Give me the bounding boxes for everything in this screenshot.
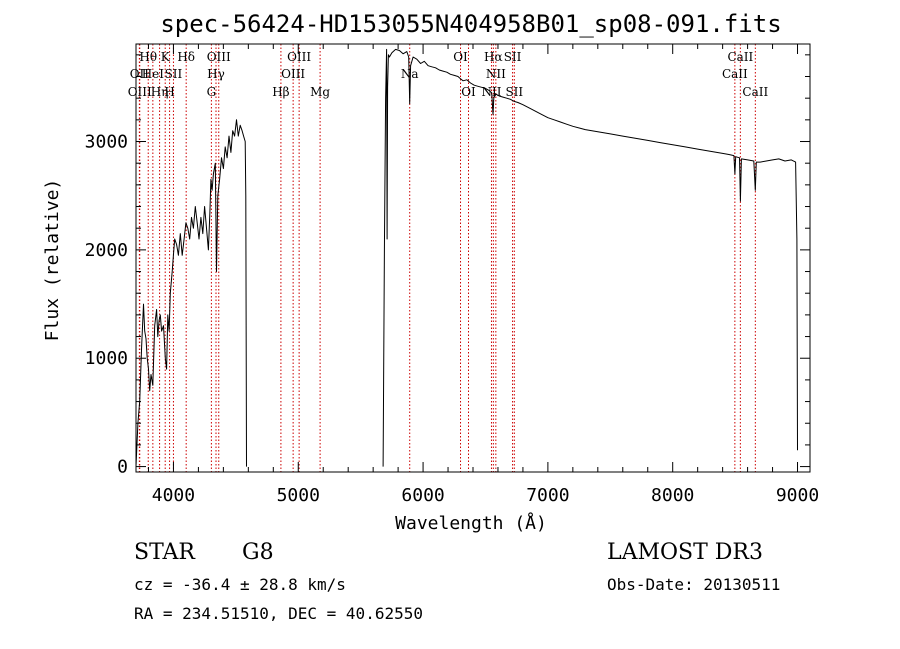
y-tick-label-0: 0 bbox=[117, 457, 128, 478]
chart-title: spec-56424-HD153055N404958B01_sp08-091.f… bbox=[160, 10, 781, 38]
marker-label-25: CaII bbox=[727, 50, 753, 64]
y-tick-label-1: 1000 bbox=[85, 348, 128, 369]
x-tick-label-1: 5000 bbox=[277, 485, 320, 506]
x-tick-label-4: 8000 bbox=[651, 485, 694, 506]
marker-label-15: Mg bbox=[310, 85, 330, 99]
marker-label-16: Na bbox=[401, 67, 419, 81]
marker-label-13: OIII bbox=[281, 67, 305, 81]
marker-label-5: K bbox=[161, 50, 171, 64]
marker-label-26: CaII bbox=[742, 85, 768, 99]
y-axis: 0 1000 2000 3000 bbox=[85, 54, 810, 478]
marker-label-22: SII bbox=[504, 50, 522, 64]
x-tick-label-2: 6000 bbox=[401, 485, 444, 506]
observation-date: Obs-Date: 20130511 bbox=[607, 575, 781, 594]
coordinates: RA = 234.51510, DEC = 40.62550 bbox=[134, 604, 423, 623]
marker-label-2: Hθ bbox=[139, 50, 157, 64]
line-marker-labels: OII OIII Hθ HeI Hη K SII H Hδ OIII Hγ G Hβ OIII OIII Mg… bbox=[128, 50, 769, 99]
y-tick-label-3: 3000 bbox=[85, 132, 128, 153]
marker-label-23: SII bbox=[505, 85, 523, 99]
line-markers bbox=[138, 44, 756, 472]
marker-label-21: NII bbox=[486, 67, 506, 81]
survey-name: LAMOST DR3 bbox=[607, 540, 763, 565]
x-axis: 4000 5000 6000 7000 8000 9000 bbox=[147, 44, 819, 506]
marker-label-7: H bbox=[164, 85, 174, 99]
marker-label-14: OIII bbox=[287, 50, 311, 64]
object-subclass: G8 bbox=[242, 540, 274, 565]
marker-label-18: OI bbox=[461, 85, 476, 99]
redshift-readout: cz = -36.4 ± 28.8 km/s bbox=[134, 575, 346, 594]
y-tick-label-2: 2000 bbox=[85, 240, 128, 261]
marker-label-17: OI bbox=[453, 50, 468, 64]
marker-label-24: CaII bbox=[722, 67, 748, 81]
marker-label-20: Hα bbox=[484, 50, 503, 64]
x-tick-label-0: 4000 bbox=[152, 485, 195, 506]
spectrum-line bbox=[135, 48, 798, 467]
marker-label-12: Hβ bbox=[272, 85, 289, 99]
marker-label-6: SII bbox=[165, 67, 183, 81]
marker-label-4: Hη bbox=[151, 85, 169, 99]
marker-label-11: G bbox=[207, 85, 217, 99]
y-axis-label: Flux (relative) bbox=[42, 179, 63, 342]
x-axis-label: Wavelength (Å) bbox=[395, 512, 547, 534]
marker-label-1: OIII bbox=[128, 85, 152, 99]
marker-label-9: OIII bbox=[207, 50, 231, 64]
plot-frame bbox=[135, 43, 811, 473]
marker-label-10: Hγ bbox=[207, 67, 225, 81]
x-tick-label-3: 7000 bbox=[526, 485, 569, 506]
marker-label-0: OII bbox=[130, 67, 150, 81]
marker-label-3: HeI bbox=[142, 67, 165, 81]
marker-label-8: Hδ bbox=[177, 50, 195, 64]
object-class: STAR bbox=[134, 540, 195, 565]
x-tick-label-5: 9000 bbox=[776, 485, 819, 506]
